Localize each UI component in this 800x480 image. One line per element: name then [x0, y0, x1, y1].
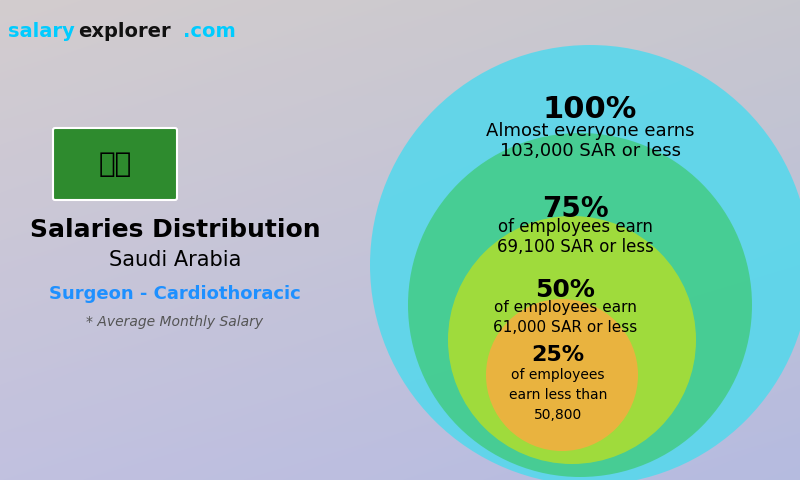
Text: 🇸🇦: 🇸🇦 [98, 150, 132, 178]
Text: * Average Monthly Salary: * Average Monthly Salary [86, 315, 263, 329]
Text: 50,800: 50,800 [534, 408, 582, 422]
Text: 103,000 SAR or less: 103,000 SAR or less [499, 142, 681, 160]
Text: explorer: explorer [78, 22, 170, 41]
Text: earn less than: earn less than [509, 388, 607, 402]
Circle shape [486, 299, 638, 451]
Text: .com: .com [183, 22, 236, 41]
Text: Almost everyone earns: Almost everyone earns [486, 122, 694, 140]
FancyBboxPatch shape [53, 128, 177, 200]
Text: of employees earn: of employees earn [494, 300, 637, 315]
Text: salary: salary [8, 22, 74, 41]
Text: 50%: 50% [535, 278, 595, 302]
Text: Saudi Arabia: Saudi Arabia [109, 250, 241, 270]
Text: 61,000 SAR or less: 61,000 SAR or less [493, 320, 637, 335]
Text: of employees: of employees [511, 368, 605, 382]
Text: 100%: 100% [543, 95, 637, 124]
Circle shape [408, 133, 752, 477]
Text: of employees earn: of employees earn [498, 218, 653, 236]
Text: 25%: 25% [531, 345, 585, 365]
Text: 75%: 75% [542, 195, 608, 223]
Text: Surgeon - Cardiothoracic: Surgeon - Cardiothoracic [49, 285, 301, 303]
Circle shape [448, 216, 696, 464]
Text: Salaries Distribution: Salaries Distribution [30, 218, 320, 242]
Circle shape [370, 45, 800, 480]
Text: 69,100 SAR or less: 69,100 SAR or less [497, 238, 654, 256]
